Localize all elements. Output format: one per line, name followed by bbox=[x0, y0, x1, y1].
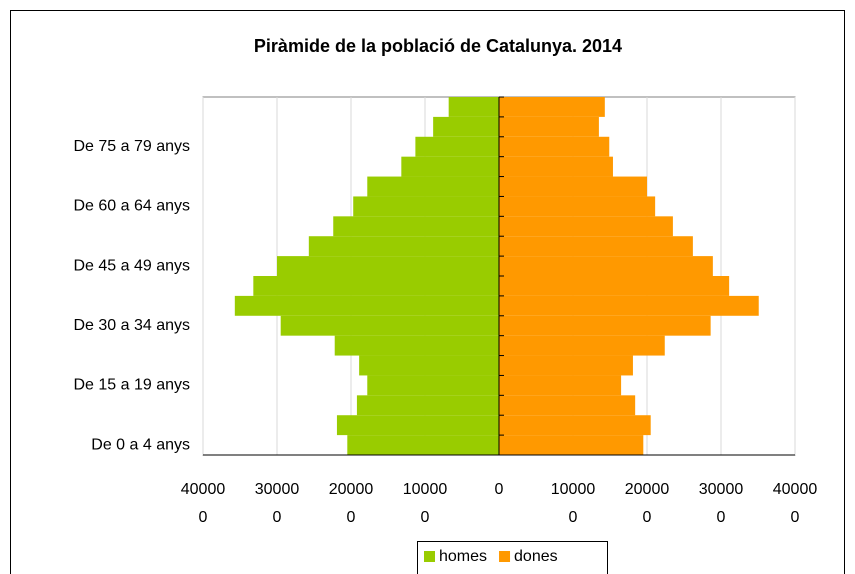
legend-box bbox=[417, 541, 608, 574]
y-tick-label: De 45 a 49 anys bbox=[73, 257, 190, 274]
x-tick-label: 300000 bbox=[254, 481, 300, 526]
bar bbox=[347, 435, 499, 455]
bar bbox=[499, 196, 656, 217]
bar bbox=[499, 295, 759, 316]
bar bbox=[401, 156, 499, 177]
bar bbox=[499, 395, 636, 416]
bar bbox=[415, 136, 499, 157]
x-tick-label: 400000 bbox=[180, 481, 226, 526]
legend-label: homes bbox=[439, 548, 487, 565]
y-tick-label: De 30 a 34 anys bbox=[73, 317, 190, 334]
bar bbox=[448, 97, 499, 117]
bar bbox=[499, 355, 633, 376]
bar bbox=[499, 216, 673, 237]
x-tick-label: 100000 bbox=[402, 481, 448, 526]
legend-label: dones bbox=[514, 548, 558, 565]
bar bbox=[499, 236, 693, 257]
bar bbox=[308, 236, 499, 257]
bar bbox=[353, 196, 499, 217]
x-tick-label: 0 bbox=[494, 481, 504, 498]
bar bbox=[277, 256, 499, 276]
x-tick-label: 100000 bbox=[550, 481, 596, 526]
bar bbox=[499, 97, 605, 117]
bar bbox=[433, 116, 499, 137]
x-tick-label: 300000 bbox=[698, 481, 744, 526]
bar bbox=[499, 315, 711, 336]
bar bbox=[499, 136, 610, 157]
y-tick-label: De 75 a 79 anys bbox=[73, 138, 190, 155]
bar bbox=[499, 276, 730, 296]
bar bbox=[499, 116, 599, 137]
bar bbox=[499, 375, 622, 396]
bar bbox=[499, 176, 647, 197]
chart-title: Piràmide de la població de Catalunya. 20… bbox=[254, 36, 622, 56]
bar bbox=[499, 415, 651, 436]
bar bbox=[234, 295, 499, 316]
bar bbox=[367, 375, 499, 396]
legend-swatch bbox=[424, 551, 435, 562]
bar bbox=[499, 156, 613, 177]
y-tick-label: De 15 a 19 anys bbox=[73, 377, 190, 394]
bar bbox=[334, 335, 499, 356]
bar bbox=[333, 216, 499, 237]
x-tick-label: 200000 bbox=[624, 481, 670, 526]
bar bbox=[280, 315, 499, 336]
bar bbox=[253, 276, 499, 296]
y-tick-label: De 0 a 4 anys bbox=[91, 436, 190, 453]
bar bbox=[499, 435, 644, 455]
x-tick-label: 200000 bbox=[328, 481, 374, 526]
bar bbox=[367, 176, 499, 197]
x-tick-label: 400000 bbox=[772, 481, 818, 526]
bar bbox=[356, 395, 499, 416]
bar bbox=[499, 335, 665, 356]
y-tick-label: De 60 a 64 anys bbox=[73, 198, 190, 215]
bar bbox=[359, 355, 499, 376]
bar bbox=[499, 256, 713, 276]
bar bbox=[336, 415, 499, 436]
legend-swatch bbox=[499, 551, 511, 562]
